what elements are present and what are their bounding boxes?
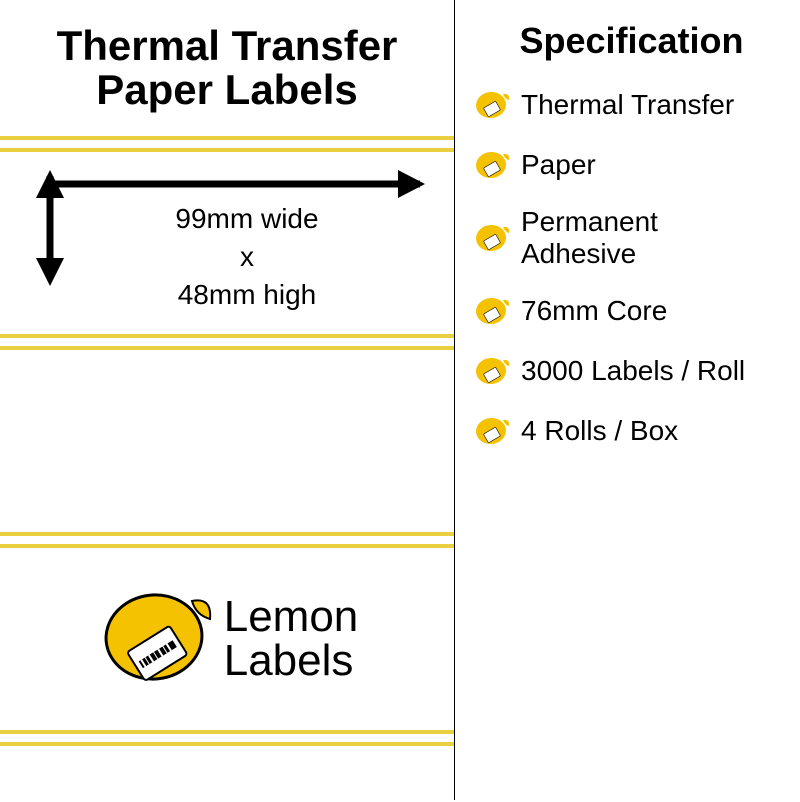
spec-text: Paper (521, 149, 596, 181)
right-panel: Specification Thermal Transfer Paper (455, 0, 800, 800)
bottom-row (0, 742, 454, 802)
spec-item: 3000 Labels / Roll (473, 352, 790, 390)
blank-row (0, 346, 454, 536)
dimension-arrows (20, 164, 435, 324)
left-panel: Thermal TransferPaper Labels 99mm wide x… (0, 0, 455, 800)
logo-line2: Labels (224, 639, 359, 683)
lemon-bullet-icon (473, 146, 511, 184)
spec-text: 76mm Core (521, 295, 667, 327)
logo-line1: Lemon (224, 595, 359, 639)
lemon-bullet-icon (473, 352, 511, 390)
spec-item: Thermal Transfer (473, 86, 790, 124)
lemon-bullet-icon (473, 412, 511, 450)
lemon-bullet-icon (473, 86, 511, 124)
lemon-bullet-icon (473, 292, 511, 330)
logo-row: Lemon Labels (0, 544, 454, 734)
spec-item: 4 Rolls / Box (473, 412, 790, 450)
spec-item: PermanentAdhesive (473, 206, 790, 270)
logo-text: Lemon Labels (224, 595, 359, 683)
spec-text: Thermal Transfer (521, 89, 734, 121)
lemon-icon (96, 579, 216, 699)
spec-text: 3000 Labels / Roll (521, 355, 745, 387)
specification-list: Thermal Transfer Paper PermanentAdhesive (473, 86, 790, 450)
spec-text: PermanentAdhesive (521, 206, 658, 270)
lemon-bullet-icon (473, 219, 511, 257)
lemon-labels-logo: Lemon Labels (96, 579, 359, 699)
specification-header: Specification (473, 20, 790, 62)
product-title: Thermal TransferPaper Labels (57, 24, 398, 112)
spec-item: 76mm Core (473, 292, 790, 330)
dimensions-row: 99mm wide x 48mm high (0, 148, 454, 338)
title-row: Thermal TransferPaper Labels (0, 0, 454, 140)
spec-text: 4 Rolls / Box (521, 415, 678, 447)
spec-item: Paper (473, 146, 790, 184)
